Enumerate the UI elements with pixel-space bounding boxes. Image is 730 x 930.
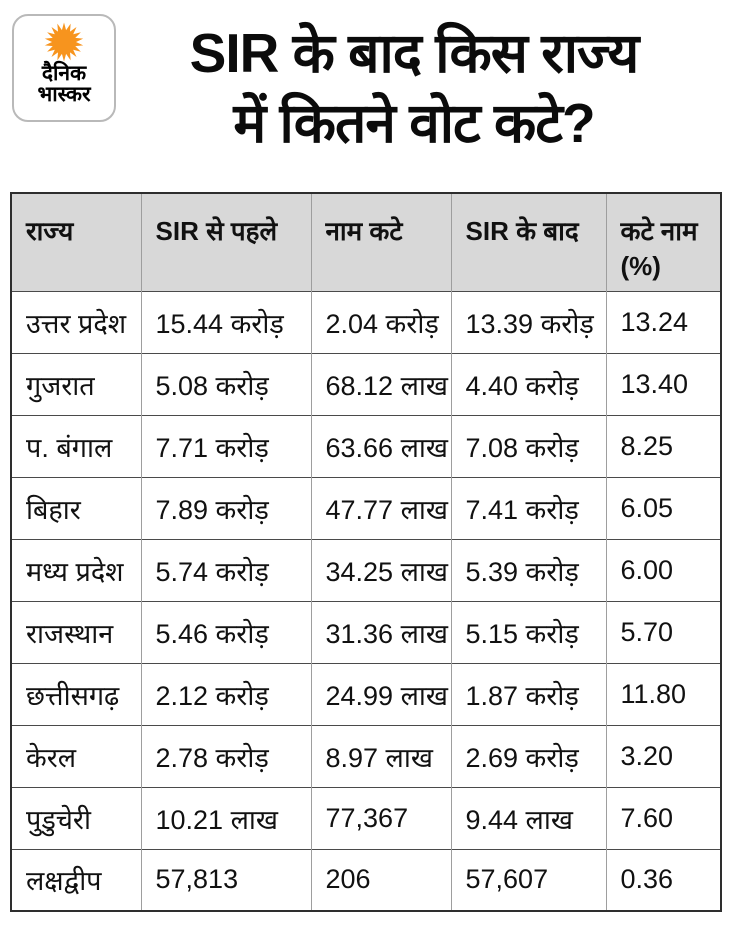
logo-wordmark: दैनिक भास्कर (37, 63, 90, 105)
value-cell: 5.74 करोड़ (140, 538, 311, 601)
title-line-2: में कितने वोट कटे? (233, 92, 595, 155)
table-header: राज्य SIR से पहले नाम कटे SIR के बाद कटे नाम… (11, 193, 721, 291)
value-cell: 5.08 करोड़ (140, 352, 311, 415)
sun-icon (44, 22, 84, 62)
value-cell: 13.39 करोड़ (450, 290, 606, 353)
value-cell: 2.69 करोड़ (450, 724, 606, 787)
state-name-cell: मध्य प्रदेश (11, 538, 141, 601)
value-cell: 5.15 करोड़ (450, 600, 606, 663)
table-row: छत्तीसगढ़ 2.12 करोड़ 24.99 लाख 1.87 करोड़ 11… (11, 662, 721, 725)
value-cell: 8.97 लाख (310, 724, 451, 787)
table-row: गुजरात 5.08 करोड़ 68.12 लाख 4.40 करोड़ 13.40 (11, 352, 721, 415)
value-cell: 57,813 (140, 848, 311, 911)
table-row: पुडुचेरी 10.21 लाख 77,367 9.44 लाख 7.60 (11, 786, 721, 849)
table-row: प. बंगाल 7.71 करोड़ 63.66 लाख 7.08 करोड़ 8.2… (11, 414, 721, 477)
table-row: बिहार 7.89 करोड़ 47.77 लाख 7.41 करोड़ 6.05 (11, 476, 721, 539)
state-name-cell: पुडुचेरी (11, 786, 141, 849)
value-cell: 2.04 करोड़ (310, 290, 451, 353)
value-cell: 11.80 (605, 662, 721, 725)
table-header-row: राज्य SIR से पहले नाम कटे SIR के बाद कटे नाम… (11, 193, 721, 291)
value-cell: 77,367 (310, 786, 451, 849)
value-cell: 15.44 करोड़ (140, 290, 311, 353)
state-name-cell: बिहार (11, 476, 141, 539)
value-cell: 3.20 (605, 724, 721, 787)
value-cell: 9.44 लाख (450, 786, 606, 849)
value-cell: 68.12 लाख (310, 352, 451, 415)
value-cell: 10.21 लाख (140, 786, 311, 849)
column-header-0: राज्य (11, 193, 141, 291)
value-cell: 1.87 करोड़ (450, 662, 606, 725)
value-cell: 4.40 करोड़ (450, 352, 606, 415)
value-cell: 2.78 करोड़ (140, 724, 311, 787)
value-cell: 7.89 करोड़ (140, 476, 311, 539)
state-name-cell: राजस्थान (11, 600, 141, 663)
value-cell: 7.60 (605, 786, 721, 849)
table-row: मध्य प्रदेश 5.74 करोड़ 34.25 लाख 5.39 करोड़… (11, 538, 721, 601)
table-row: उत्तर प्रदेश 15.44 करोड़ 2.04 करोड़ 13.39 क… (11, 290, 721, 353)
value-cell: 6.00 (605, 538, 721, 601)
masthead: दैनिक भास्कर SIR के बाद किस राज्य में कि… (0, 0, 730, 192)
value-cell: 7.71 करोड़ (140, 414, 311, 477)
value-cell: 2.12 करोड़ (140, 662, 311, 725)
column-header-2: नाम कटे (310, 193, 451, 291)
votes-table: राज्य SIR से पहले नाम कटे SIR के बाद कटे नाम… (10, 192, 722, 912)
logo-word-2: भास्कर (37, 83, 91, 106)
value-cell: 13.24 (605, 290, 721, 353)
title-line-1: SIR के बाद किस राज्य (189, 22, 640, 84)
dainik-bhaskar-logo: दैनिक भास्कर (12, 14, 116, 122)
table-row: राजस्थान 5.46 करोड़ 31.36 लाख 5.15 करोड़ 5.7… (11, 600, 721, 663)
column-header-3: SIR के बाद (450, 193, 606, 291)
state-name-cell: उत्तर प्रदेश (11, 290, 141, 353)
state-name-cell: केरल (11, 724, 141, 787)
value-cell: 31.36 लाख (310, 600, 451, 663)
value-cell: 63.66 लाख (310, 414, 451, 477)
value-cell: 7.41 करोड़ (450, 476, 606, 539)
value-cell: 6.05 (605, 476, 721, 539)
value-cell: 206 (310, 848, 451, 911)
state-name-cell: छत्तीसगढ़ (11, 662, 141, 725)
value-cell: 57,607 (450, 848, 606, 911)
value-cell: 47.77 लाख (310, 476, 451, 539)
page-title: SIR के बाद किस राज्य में कितने वोट कटे? (0, 0, 730, 159)
value-cell: 13.40 (605, 352, 721, 415)
table-row: केरल 2.78 करोड़ 8.97 लाख 2.69 करोड़ 3.20 (11, 724, 721, 787)
column-header-1: SIR से पहले (140, 193, 311, 291)
value-cell: 5.70 (605, 600, 721, 663)
value-cell: 0.36 (605, 848, 721, 911)
value-cell: 5.46 करोड़ (140, 600, 311, 663)
column-header-4: कटे नाम (%) (605, 193, 721, 291)
table-row: लक्षद्वीप 57,813 206 57,607 0.36 (11, 848, 721, 911)
state-name-cell: लक्षद्वीप (11, 848, 141, 911)
value-cell: 7.08 करोड़ (450, 414, 606, 477)
state-name-cell: प. बंगाल (11, 414, 141, 477)
value-cell: 24.99 लाख (310, 662, 451, 725)
value-cell: 34.25 लाख (310, 538, 451, 601)
table-body: उत्तर प्रदेश 15.44 करोड़ 2.04 करोड़ 13.39 क… (11, 290, 721, 911)
logo-word-1: दैनिक (41, 62, 87, 85)
state-name-cell: गुजरात (11, 352, 141, 415)
value-cell: 8.25 (605, 414, 721, 477)
value-cell: 5.39 करोड़ (450, 538, 606, 601)
